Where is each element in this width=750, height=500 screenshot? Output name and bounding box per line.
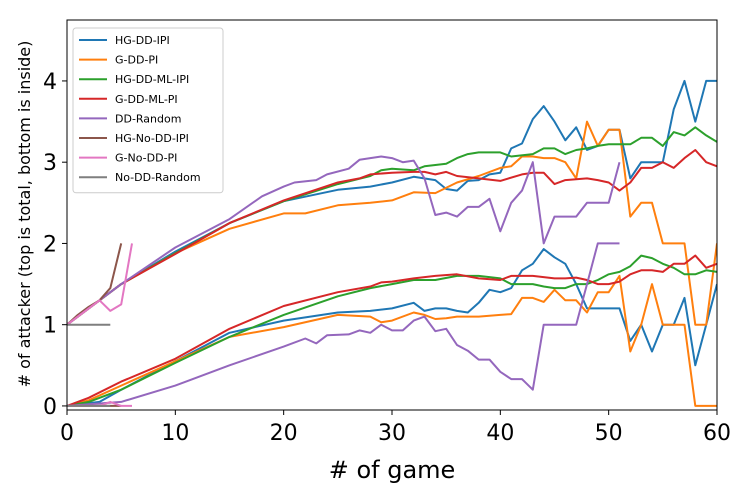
x-tick-label: 50 [595, 421, 623, 446]
series-4-inside-line [67, 242, 620, 407]
legend: HG-DD-IPI G-DD-PI HG-DD-ML-IPI G-DD-ML-PI DD… [72, 27, 224, 194]
legend-label: DD-Random [115, 112, 181, 125]
series-5-total-line [67, 243, 123, 326]
y-tick-label: 1 [43, 314, 57, 339]
series-3-inside-line [67, 254, 717, 407]
x-tick-label: 0 [60, 421, 74, 446]
x-tick-label: 40 [486, 421, 514, 446]
legend-label: G-DD-PI [115, 54, 158, 67]
x-tick-label: 30 [378, 421, 406, 446]
y-tick-label: 0 [43, 395, 57, 420]
x-tick-label: 20 [270, 421, 298, 446]
legend-label: No-DD-Random [115, 171, 201, 184]
x-tick-label: 60 [703, 421, 731, 446]
series-2-inside-line [67, 254, 717, 407]
y-tick-label: 2 [43, 232, 57, 257]
plot-area [67, 79, 717, 407]
y-tick-label: 3 [43, 151, 57, 176]
x-tick-label: 10 [161, 421, 189, 446]
series-6-total-line [67, 243, 133, 326]
series-0-inside-line [67, 248, 717, 407]
x-axis-label: # of game [329, 456, 456, 484]
series-1-total-line [67, 120, 717, 326]
y-axis-label: # of attacker (top is total, bottom is i… [15, 41, 34, 388]
series-1-inside-line [67, 274, 717, 407]
legend-label: G-No-DD-PI [115, 152, 177, 165]
series-4-total-line [67, 155, 621, 326]
series-0-total-line [67, 79, 717, 326]
legend-label: HG-DD-IPI [115, 34, 170, 47]
legend-box [72, 27, 224, 194]
y-tick-label: 4 [43, 70, 57, 95]
axes: 0 10 20 30 40 50 60 0 1 2 3 4 [43, 19, 731, 446]
legend-label: HG-No-DD-IPI [115, 132, 189, 145]
legend-label: HG-DD-ML-IPI [115, 73, 189, 86]
series-3-total-line [67, 149, 717, 326]
legend-label: G-DD-ML-PI [115, 93, 178, 106]
